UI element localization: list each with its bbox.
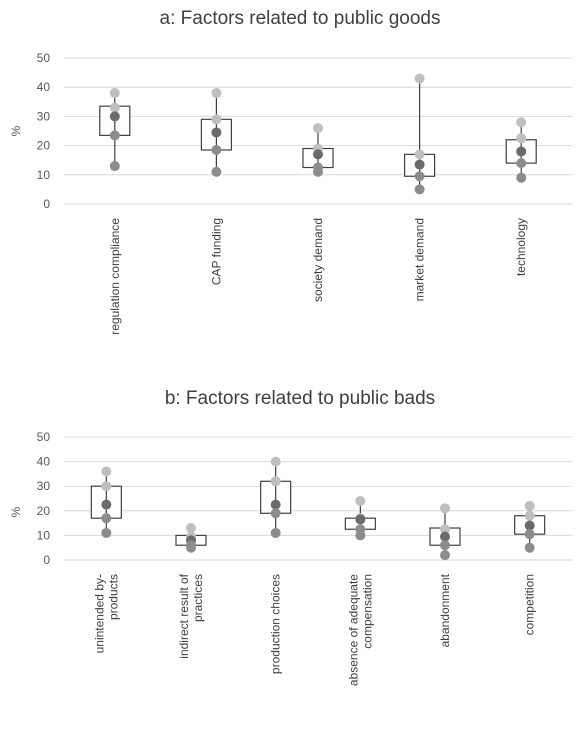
data-point xyxy=(414,171,425,182)
data-point xyxy=(355,495,366,506)
y-axis-label-a: % xyxy=(9,125,23,136)
y-tick-label: 0 xyxy=(43,197,50,211)
data-point xyxy=(211,114,222,125)
data-point xyxy=(109,111,120,122)
y-tick-label: 30 xyxy=(37,109,51,123)
x-tick-label: practices xyxy=(191,574,205,622)
data-point xyxy=(414,149,425,160)
data-point xyxy=(313,149,323,160)
data-point xyxy=(440,540,450,551)
chart-title-b: b: Factors related to public bads xyxy=(165,388,435,409)
data-point xyxy=(524,529,535,540)
chart-panel-a: a: Factors related to public goods % 0 10… xyxy=(9,8,572,335)
data-point xyxy=(101,513,112,524)
data-point xyxy=(440,503,450,514)
data-point xyxy=(355,514,366,525)
data-point xyxy=(211,166,222,177)
data-point xyxy=(109,130,120,141)
data-point xyxy=(313,166,323,177)
y-tick-label: 10 xyxy=(37,528,51,542)
x-tick-label: production choices xyxy=(269,574,283,674)
data-point xyxy=(211,127,222,138)
data-point xyxy=(516,117,527,128)
data-point xyxy=(524,510,535,521)
data-point xyxy=(211,88,222,99)
data-point xyxy=(101,481,112,492)
box-group xyxy=(514,500,546,553)
data-point xyxy=(524,520,535,531)
data-point xyxy=(313,123,323,134)
data-point xyxy=(109,88,120,99)
data-point xyxy=(186,523,196,534)
data-point xyxy=(524,542,535,553)
data-point xyxy=(414,73,425,84)
data-point xyxy=(440,524,450,535)
box-group xyxy=(505,117,537,183)
y-tick-label: 20 xyxy=(37,504,51,518)
x-tick-label: indirect result of xyxy=(177,573,191,658)
box-group xyxy=(90,466,122,538)
data-point xyxy=(101,466,112,477)
data-point xyxy=(516,172,527,183)
y-tick-label: 10 xyxy=(37,168,51,182)
x-tick-label: absence of adequate xyxy=(346,574,360,686)
data-point xyxy=(270,476,281,487)
box-group xyxy=(260,456,292,538)
box-group xyxy=(99,88,131,172)
data-point xyxy=(270,527,281,538)
data-point xyxy=(109,102,120,113)
box-group xyxy=(404,73,436,195)
data-point xyxy=(270,456,281,467)
chart-title-a: a: Factors related to public goods xyxy=(160,8,441,29)
data-point xyxy=(524,500,535,511)
data-point xyxy=(516,158,527,169)
x-tick-label: CAP funding xyxy=(209,218,223,285)
box-group xyxy=(175,523,207,553)
data-point xyxy=(440,531,450,542)
y-tick-label: 0 xyxy=(43,553,50,567)
data-point xyxy=(355,530,366,541)
x-tick-label: products xyxy=(106,574,120,620)
data-point xyxy=(414,184,425,195)
data-point xyxy=(101,499,112,510)
y-axis-label-b: % xyxy=(9,506,23,517)
x-tick-label: technology xyxy=(514,218,528,276)
y-tick-label: 20 xyxy=(37,139,51,153)
x-tick-label: compensation xyxy=(360,574,374,649)
data-point xyxy=(101,527,112,538)
data-point xyxy=(516,133,527,144)
data-point xyxy=(414,159,425,170)
x-tick-label: abandonment xyxy=(438,573,452,647)
y-tick-label: 40 xyxy=(37,455,51,469)
box-group xyxy=(302,123,334,177)
box-group xyxy=(200,88,232,177)
x-tick-label: unintended by- xyxy=(92,574,106,653)
data-point xyxy=(211,144,222,155)
x-tick-label: society demand xyxy=(311,218,325,302)
box-group xyxy=(344,495,376,541)
chart-panel-b: b: Factors related to public bads % 0 10 2… xyxy=(9,388,572,686)
y-tick-label: 50 xyxy=(37,430,51,444)
data-point xyxy=(270,499,281,510)
data-point xyxy=(440,550,450,561)
data-point xyxy=(109,161,120,172)
x-tick-label: competition xyxy=(523,574,537,635)
box-group xyxy=(429,503,461,561)
y-tick-label: 40 xyxy=(37,80,51,94)
x-tick-label: market demand xyxy=(413,218,427,301)
x-tick-label: regulation compliance xyxy=(108,218,122,335)
data-point xyxy=(516,146,527,157)
y-tick-label: 50 xyxy=(37,51,51,65)
data-point xyxy=(270,508,281,519)
y-tick-label: 30 xyxy=(37,479,51,493)
data-point xyxy=(186,542,196,553)
